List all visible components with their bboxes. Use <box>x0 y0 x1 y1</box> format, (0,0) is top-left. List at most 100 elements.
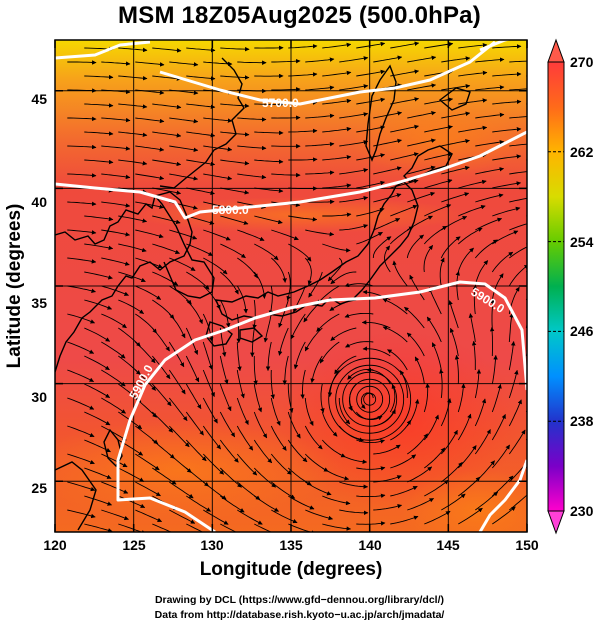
streamline <box>219 355 229 385</box>
colorbar: 270 262 254 246 238 230 <box>547 38 594 535</box>
streamline <box>319 341 340 364</box>
streamline <box>253 411 268 439</box>
streamline <box>84 327 111 342</box>
streamline <box>84 215 114 222</box>
streamline <box>152 215 181 225</box>
streamline <box>290 313 306 340</box>
streamline <box>101 117 131 123</box>
y-tick-label: 45 <box>31 91 47 107</box>
streamline <box>293 341 306 370</box>
streamline <box>471 340 477 370</box>
streamline <box>322 212 352 217</box>
streamline <box>236 285 248 314</box>
streamline <box>118 215 148 223</box>
streamline <box>525 297 527 301</box>
streamline <box>186 159 216 167</box>
streamline <box>237 229 265 241</box>
streamline <box>168 313 186 339</box>
streamline <box>135 201 164 209</box>
streamline <box>67 453 95 465</box>
streamline <box>475 112 505 119</box>
streamline <box>304 397 314 426</box>
streamline <box>457 413 472 441</box>
streamline <box>237 60 267 65</box>
streamline <box>118 75 148 81</box>
streamline <box>407 498 434 511</box>
y-tick-label: 30 <box>31 389 47 405</box>
streamline <box>220 46 250 52</box>
streamline <box>202 397 218 424</box>
streamline <box>84 383 111 398</box>
streamline <box>168 397 188 422</box>
streamline <box>475 193 504 203</box>
map-title: MSM 18Z05Aug2025 (500.0hPa) <box>118 2 481 29</box>
streamline <box>101 509 129 521</box>
streamline <box>67 60 97 65</box>
streamline <box>135 173 165 181</box>
streamline <box>310 355 323 384</box>
streamline <box>339 112 369 119</box>
streamline <box>441 138 470 147</box>
streamline <box>169 117 199 124</box>
streamline <box>407 191 436 203</box>
streamline <box>253 383 263 413</box>
streamline <box>475 139 505 147</box>
streamline <box>135 145 165 152</box>
streamline <box>390 204 418 217</box>
streamline <box>406 332 425 357</box>
streamline <box>458 205 486 217</box>
streamline <box>305 229 335 237</box>
streamline <box>424 152 453 161</box>
streamline <box>373 138 402 147</box>
streamline <box>492 71 522 77</box>
streamline <box>220 131 250 137</box>
streamline <box>525 409 527 413</box>
streamline <box>270 397 281 426</box>
streamline <box>254 523 273 532</box>
streamline <box>305 57 335 63</box>
colorbar-label: 262 <box>570 144 594 160</box>
streamline <box>169 145 199 153</box>
streamline <box>509 88 527 91</box>
streamline <box>253 439 273 464</box>
streamline <box>440 236 461 259</box>
streamline <box>118 299 144 314</box>
streamline <box>219 411 236 438</box>
streamline <box>390 41 420 49</box>
streamline <box>327 257 343 282</box>
streamline <box>271 115 301 120</box>
streamline <box>424 510 451 525</box>
streamline <box>372 236 392 259</box>
streamline <box>67 425 95 438</box>
streamline <box>236 453 258 476</box>
streamline <box>475 57 505 63</box>
streamline <box>424 124 453 133</box>
streamline <box>101 425 127 441</box>
streamline <box>339 224 369 231</box>
streamline <box>135 61 165 67</box>
x-axis-label: Longitude (degrees) <box>200 559 383 580</box>
streamline <box>322 70 352 77</box>
streamline <box>219 467 242 488</box>
streamline <box>387 349 408 371</box>
streamline <box>316 313 340 332</box>
streamline <box>203 201 232 210</box>
streamline <box>220 75 250 80</box>
streamline <box>458 227 483 245</box>
streamline <box>152 187 182 195</box>
streamline <box>67 313 96 324</box>
streamline <box>441 111 471 119</box>
streamline <box>278 299 289 328</box>
streamline <box>67 144 97 150</box>
streamline <box>508 399 522 427</box>
streamline <box>84 355 110 371</box>
streamline <box>305 481 332 496</box>
streamline <box>492 154 522 161</box>
streamline <box>168 341 185 368</box>
streamline <box>492 506 516 525</box>
streamline <box>339 481 369 489</box>
streamline <box>169 285 192 305</box>
streamline <box>491 251 514 273</box>
streamline <box>474 260 489 287</box>
streamline <box>423 383 430 413</box>
